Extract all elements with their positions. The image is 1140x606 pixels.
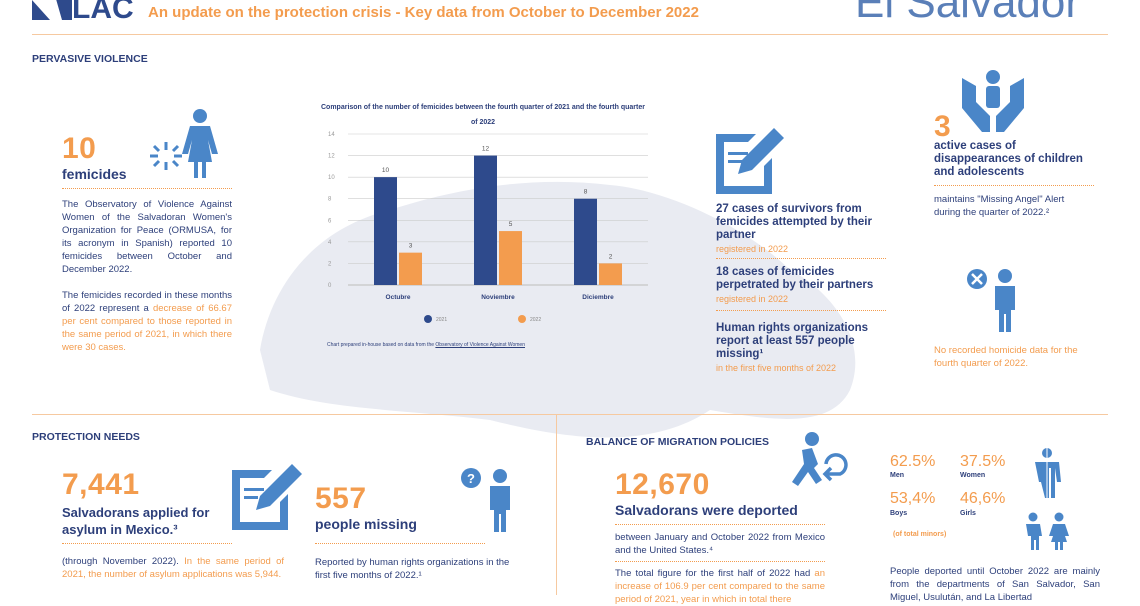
asylum-highlight: In the same period of 2021, the number o… — [62, 556, 285, 580]
deported-person-icon — [792, 432, 848, 486]
women-label: Women — [960, 472, 986, 479]
bar-2022 — [499, 231, 522, 285]
asylum-number: 7,441 — [62, 468, 140, 501]
data-label: 3 — [409, 243, 413, 250]
femicides-comparison: The femicides recorded in these months o… — [62, 289, 232, 354]
femicides-chart: 0 2 4 6 8 10 12 14 10 3 Octubre 12 5 Noviembre 8 2 Dicie… — [328, 132, 648, 323]
section-title: PROTECTION NEEDS — [32, 431, 140, 443]
total-text: The total figure for the first half of 2… — [615, 568, 815, 579]
bar-2021 — [374, 177, 397, 285]
femicides-description: The Observatory of Violence Against Wome… — [62, 199, 232, 275]
deported-total: The total figure for the first half of 2… — [615, 567, 825, 606]
y-tick-label: 6 — [328, 218, 332, 224]
chart-source: Chart prepared in-house based on data fr… — [327, 342, 525, 348]
svg-text:?: ? — [467, 471, 475, 486]
asylum-label: Salvadorans applied for asylum in Mexico… — [62, 505, 210, 537]
partners-note: registered in 2022 — [716, 294, 789, 304]
data-label: 5 — [509, 221, 513, 228]
survivors-text: 27 cases of survivors from femicides att… — [716, 203, 872, 241]
x-tick-label: Diciembre — [582, 294, 614, 301]
y-tick-label: 8 — [328, 197, 332, 203]
man-woman-icon — [1035, 448, 1061, 498]
missing-angel-text: maintains "Missing Angel" Alert during t… — [934, 194, 1065, 218]
girls-percent: 46,6% — [960, 490, 1006, 507]
section-title: PERVASIVE VIOLENCE — [32, 53, 148, 65]
y-tick-label: 0 — [328, 283, 332, 289]
deported-text: between January and October 2022 from Me… — [615, 532, 825, 556]
source-text: Chart prepared in-house based on data fr… — [327, 342, 436, 348]
legend-marker — [424, 315, 432, 323]
legend-marker — [518, 315, 526, 323]
divider — [934, 185, 1094, 186]
data-label: 10 — [382, 167, 390, 174]
data-label: 8 — [584, 189, 588, 196]
people-missing-label: people missing — [315, 516, 417, 532]
children-icon — [1026, 512, 1069, 550]
woman-icon — [150, 109, 218, 178]
disappearances-number: 3 — [934, 110, 952, 143]
comparison-text: The femicides recorded in these months o… — [62, 290, 232, 314]
y-tick-label: 2 — [328, 261, 332, 267]
header-subtitle: An update on the protection crisis - Key… — [148, 4, 699, 21]
asylum-text: (through November 2022). — [62, 556, 185, 567]
divider — [716, 310, 886, 311]
legend-label: 2022 — [530, 317, 541, 323]
divider — [615, 524, 825, 525]
people-missing-number: 557 — [315, 482, 367, 515]
women-percent: 37.5% — [960, 453, 1006, 470]
deported-label: Salvadorans were deported — [615, 502, 798, 518]
men-label: Men — [890, 472, 904, 479]
y-tick-label: 12 — [328, 154, 335, 160]
disappearances-label: active cases of disappearances of childr… — [934, 140, 1083, 178]
x-tick-label: Noviembre — [481, 294, 515, 301]
column-divider — [556, 414, 557, 595]
chart-title: Comparison of the number of femicides be… — [321, 104, 645, 126]
document-pen-icon — [716, 128, 784, 194]
departments-text: People deported until October 2022 are m… — [890, 566, 1100, 603]
y-tick-label: 4 — [328, 240, 332, 246]
bar-2022 — [599, 263, 622, 285]
missing-note: in the first five months of 2022 — [716, 363, 837, 373]
divider — [716, 258, 886, 259]
partners-text: 18 cases of femicides perpetrated by the… — [716, 266, 874, 291]
men-percent: 62.5% — [890, 453, 936, 470]
person-cross-icon — [967, 269, 1015, 332]
minors-note: (of total minors) — [893, 531, 947, 538]
divider — [615, 561, 825, 562]
data-label: 12 — [482, 146, 490, 153]
logo: LAC — [32, 0, 134, 25]
divider — [62, 543, 232, 544]
country-title: El Salvador — [855, 0, 1081, 27]
y-tick-label: 10 — [328, 175, 335, 181]
girls-label: Girls — [960, 510, 976, 517]
document-pen-icon — [232, 464, 302, 530]
el-salvador-map — [260, 181, 856, 438]
protect-child-icon — [962, 70, 1024, 132]
bar-2021 — [574, 198, 597, 285]
header-divider — [32, 34, 1108, 35]
deported-number: 12,670 — [615, 468, 710, 501]
bar-2021 — [474, 155, 497, 285]
data-label: 2 — [609, 253, 613, 260]
femicides-label: femicides — [62, 166, 127, 182]
asylum-description: (through November 2022). In the same per… — [62, 555, 284, 581]
legend-label: 2021 — [436, 317, 447, 323]
y-tick-label: 14 — [328, 132, 335, 138]
source-link[interactable]: Observatory of Violence Against Women — [435, 342, 525, 348]
homicide-text: No recorded homicide data for the fourth… — [934, 345, 1078, 369]
divider — [62, 188, 232, 189]
divider — [315, 543, 485, 544]
bar-2022 — [399, 252, 422, 285]
section-title: BALANCE OF MIGRATION POLICIES — [586, 436, 769, 448]
section-divider — [32, 414, 1108, 415]
x-tick-label: Octubre — [386, 294, 411, 301]
survivors-note: registered in 2022 — [716, 244, 789, 254]
boys-label: Boys — [890, 510, 908, 517]
comparison-highlight: decrease of 66.67 per cent compared to t… — [62, 303, 232, 353]
missing-text: Human rights organizations report at lea… — [716, 322, 869, 360]
femicides-number: 10 — [62, 132, 97, 165]
boys-percent: 53,4% — [890, 490, 936, 507]
person-question-icon: ? — [461, 468, 510, 532]
people-missing-text: Reported by human rights organizations i… — [315, 557, 510, 581]
